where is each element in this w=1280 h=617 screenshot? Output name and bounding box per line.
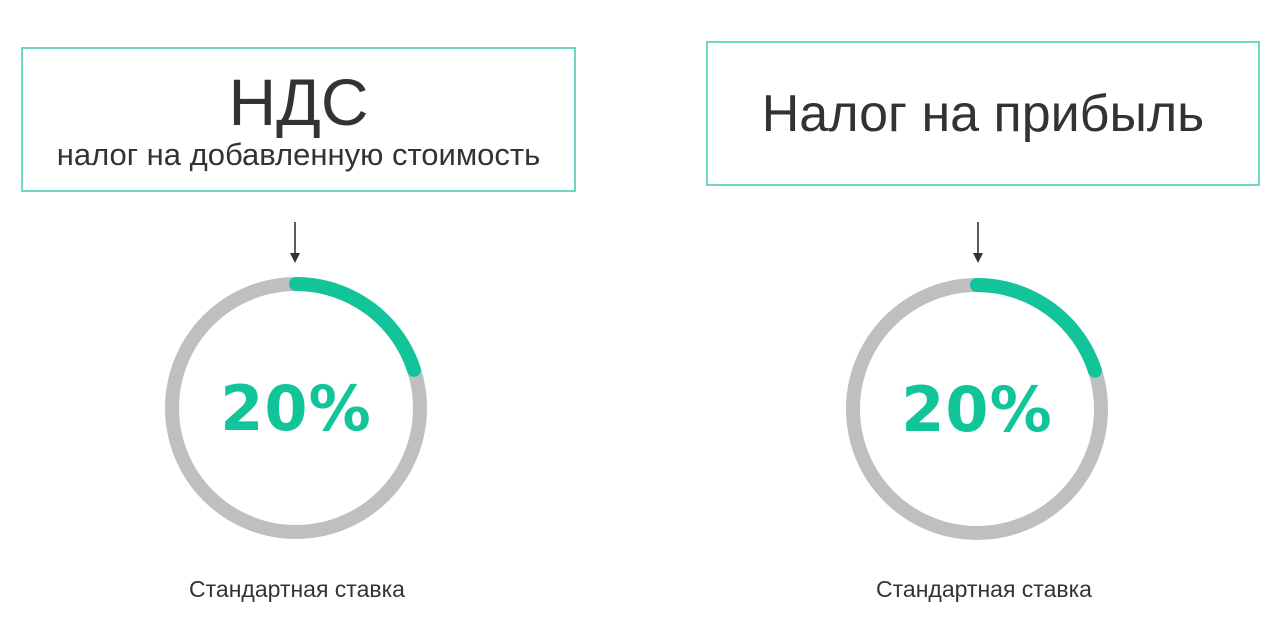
profit-tax-title-box: Налог на прибыль bbox=[706, 41, 1260, 186]
vat-title: НДС bbox=[228, 64, 369, 139]
profit-tax-rate-caption: Стандартная ставка bbox=[876, 576, 1092, 602]
profit-tax-rate-value: 20% bbox=[901, 373, 1053, 446]
vat-subtitle: налог на добавленную стоимость bbox=[56, 136, 541, 172]
arrow-down-icon bbox=[290, 222, 300, 263]
ring-progress bbox=[165, 277, 427, 539]
vat-rate-caption: Стандартная ставка bbox=[189, 576, 405, 602]
vat-rate-ring bbox=[165, 277, 427, 539]
arrow-down-icon bbox=[973, 222, 983, 263]
profit-tax-title: Налог на прибыль bbox=[761, 84, 1205, 143]
vat-rate-value: 20% bbox=[220, 372, 372, 445]
profit-tax-rate-ring bbox=[846, 278, 1108, 540]
vat-title-box: НДС налог на добавленную стоимость bbox=[21, 47, 576, 192]
ring-progress bbox=[846, 278, 1108, 540]
